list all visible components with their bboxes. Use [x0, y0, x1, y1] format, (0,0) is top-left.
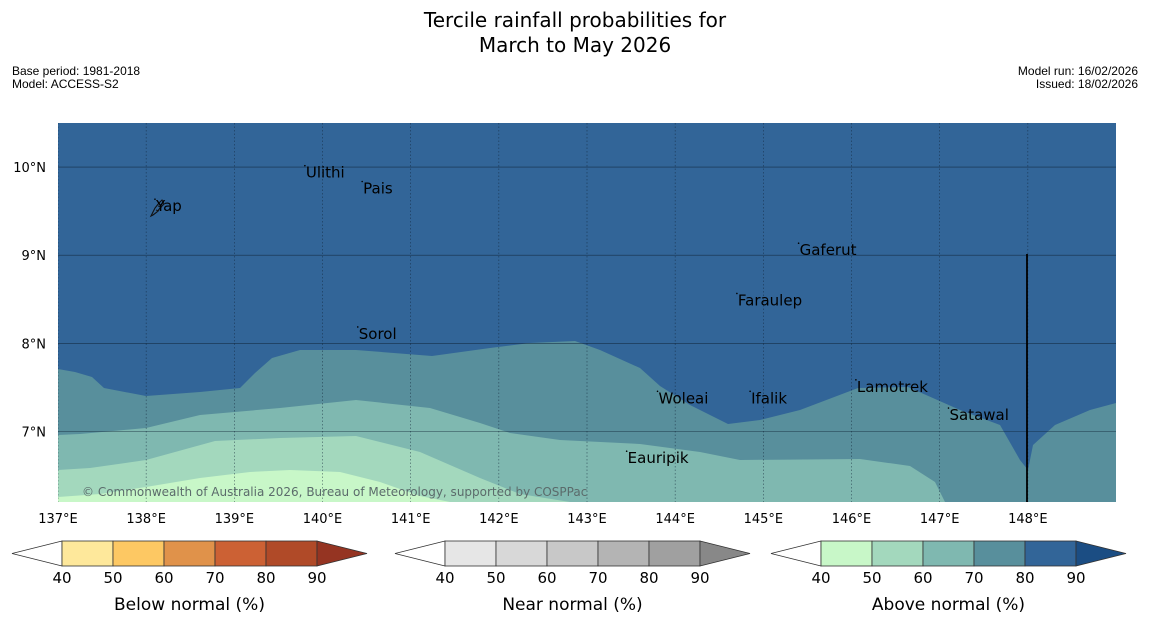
colorbar-low-extend	[394, 540, 446, 567]
colorbar-segment	[820, 540, 873, 567]
place-label-faraulep: Faraulep	[738, 291, 802, 309]
title-line-2: March to May 2026	[478, 33, 672, 57]
colorbar-tick-label: 70	[205, 569, 224, 587]
place-label-satawal: Satawal	[949, 406, 1008, 424]
lon-tick-label: 147°E	[920, 512, 960, 527]
lon-tick-label: 145°E	[744, 512, 784, 527]
colorbar-segment	[1024, 540, 1077, 567]
place-marker	[361, 180, 363, 183]
colorbar-segment	[597, 540, 650, 567]
colorbar-tick-label: 50	[103, 569, 122, 587]
lon-tick-label: 142°E	[479, 512, 519, 527]
place-label-lamotrek: Lamotrek	[857, 378, 928, 396]
colorbar-tick-label: 50	[486, 569, 505, 587]
colorbar-tick-label: 60	[154, 569, 173, 587]
meta-right: Model run: 16/02/2026 Issued: 18/02/2026	[1018, 65, 1138, 91]
colorbar-segment	[922, 540, 975, 567]
colorbar-high-extend	[699, 540, 751, 567]
place-marker	[656, 390, 659, 393]
colorbar-segment	[112, 540, 165, 567]
lon-tick-label: 137°E	[38, 512, 78, 527]
lon-tick-label: 141°E	[391, 512, 431, 527]
colorbar-tick-label: 90	[690, 569, 709, 587]
colorbar-low-extend	[11, 540, 63, 567]
lon-tick-label: 144°E	[655, 512, 695, 527]
issued-text: Issued: 18/02/2026	[1035, 77, 1138, 91]
colorbar-tick-label: 80	[639, 569, 658, 587]
colorbar-tick-label: 80	[256, 569, 275, 587]
base-period-text: Base period: 1981-2018	[12, 64, 141, 78]
colorbar-title: Near normal (%)	[502, 595, 642, 615]
colorbar-above: 40 50 60 70 80 90 Above normal (%)	[770, 540, 1127, 615]
graticule	[58, 123, 1116, 502]
lon-tick-label: 146°E	[832, 512, 872, 527]
colorbar-high-extend	[316, 540, 368, 567]
lon-tick-label: 139°E	[215, 512, 255, 527]
place-marker	[736, 292, 738, 295]
colorbar-tick-label: 60	[537, 569, 556, 587]
lat-tick-label: 9°N	[22, 249, 47, 264]
colorbar-tick-label: 40	[811, 569, 830, 587]
place-marker	[625, 450, 628, 453]
colorbar-segment	[265, 540, 318, 567]
colorbar-title: Below normal (%)	[114, 595, 265, 615]
colorbar-tick-label: 90	[307, 569, 326, 587]
lat-tick-label: 8°N	[22, 337, 47, 352]
colorbar-segment	[214, 540, 267, 567]
copyright-notice: © Commonwealth of Australia 2026, Bureau…	[82, 485, 587, 499]
place-marker	[154, 198, 156, 200]
colorbar-tick-label: 70	[588, 569, 607, 587]
place-marker	[749, 390, 751, 393]
lon-tick-label: 148°E	[1008, 512, 1048, 527]
colorbar-segment	[163, 540, 216, 567]
colorbar-below: 40 50 60 70 80 90 Below normal (%)	[11, 540, 368, 615]
title-line-1: Tercile rainfall probabilities for	[423, 8, 727, 32]
colorbar-tick-label: 80	[1015, 569, 1034, 587]
colorbar-low-extend	[770, 540, 822, 567]
colorbar-tick-label: 60	[913, 569, 932, 587]
colorbar-segment	[444, 540, 497, 567]
colorbar-tick-label: 50	[862, 569, 881, 587]
place-marker	[855, 379, 857, 381]
lat-tick-label: 10°N	[13, 161, 46, 176]
map-area: 10°N 9°N 8°N 7°N 137°E 138°E 139°E 140°E 141°E 14…	[13, 123, 1116, 527]
colorbar-segment	[495, 540, 548, 567]
meta-left: Base period: 1981-2018 Model: ACCESS-S2	[12, 65, 140, 91]
place-label-ulithi: Ulithi	[306, 164, 345, 182]
lat-tick-label: 7°N	[22, 425, 47, 440]
colorbars: 40 50 60 70 80 90 Below normal (%) 40 50 60 70 80 90…	[11, 540, 1127, 615]
place-marker	[947, 407, 950, 409]
place-label-woleai: Woleai	[659, 389, 709, 407]
lon-tick-label: 143°E	[567, 512, 607, 527]
colorbar-high-extend	[1075, 540, 1127, 567]
place-label-sorol: Sorol	[359, 325, 397, 343]
colorbar-segment	[973, 540, 1026, 567]
colorbar-near: 40 50 60 70 80 90 Near normal (%)	[394, 540, 751, 615]
colorbar-tick-label: 90	[1066, 569, 1085, 587]
yap-island-outline	[149, 199, 165, 218]
place-label-eauripik: Eauripik	[628, 449, 689, 467]
colorbar-title: Above normal (%)	[872, 595, 1025, 615]
lon-tick-label: 138°E	[126, 512, 166, 527]
colorbar-segment	[648, 540, 701, 567]
band-40-50	[58, 470, 450, 502]
model-run-text: Model run: 16/02/2026	[1017, 64, 1138, 78]
place-label-yap: Yap	[155, 197, 182, 215]
colorbar-segment	[871, 540, 924, 567]
model-text: Model: ACCESS-S2	[12, 77, 119, 91]
place-label-ifalik: Ifalik	[751, 389, 787, 407]
map-title: Tercile rainfall probabilities for March…	[0, 8, 1150, 58]
colorbar-tick-label: 40	[435, 569, 454, 587]
lon-tick-label: 140°E	[303, 512, 343, 527]
place-marker	[356, 326, 359, 328]
place-marker	[304, 164, 306, 167]
place-label-pais: Pais	[363, 180, 393, 198]
colorbar-segment	[546, 540, 599, 567]
colorbar-segment	[61, 540, 114, 567]
place-marker	[797, 242, 800, 245]
place-label-gaferut: Gaferut	[800, 241, 857, 259]
colorbar-tick-label: 40	[52, 569, 71, 587]
colorbar-tick-label: 70	[964, 569, 983, 587]
